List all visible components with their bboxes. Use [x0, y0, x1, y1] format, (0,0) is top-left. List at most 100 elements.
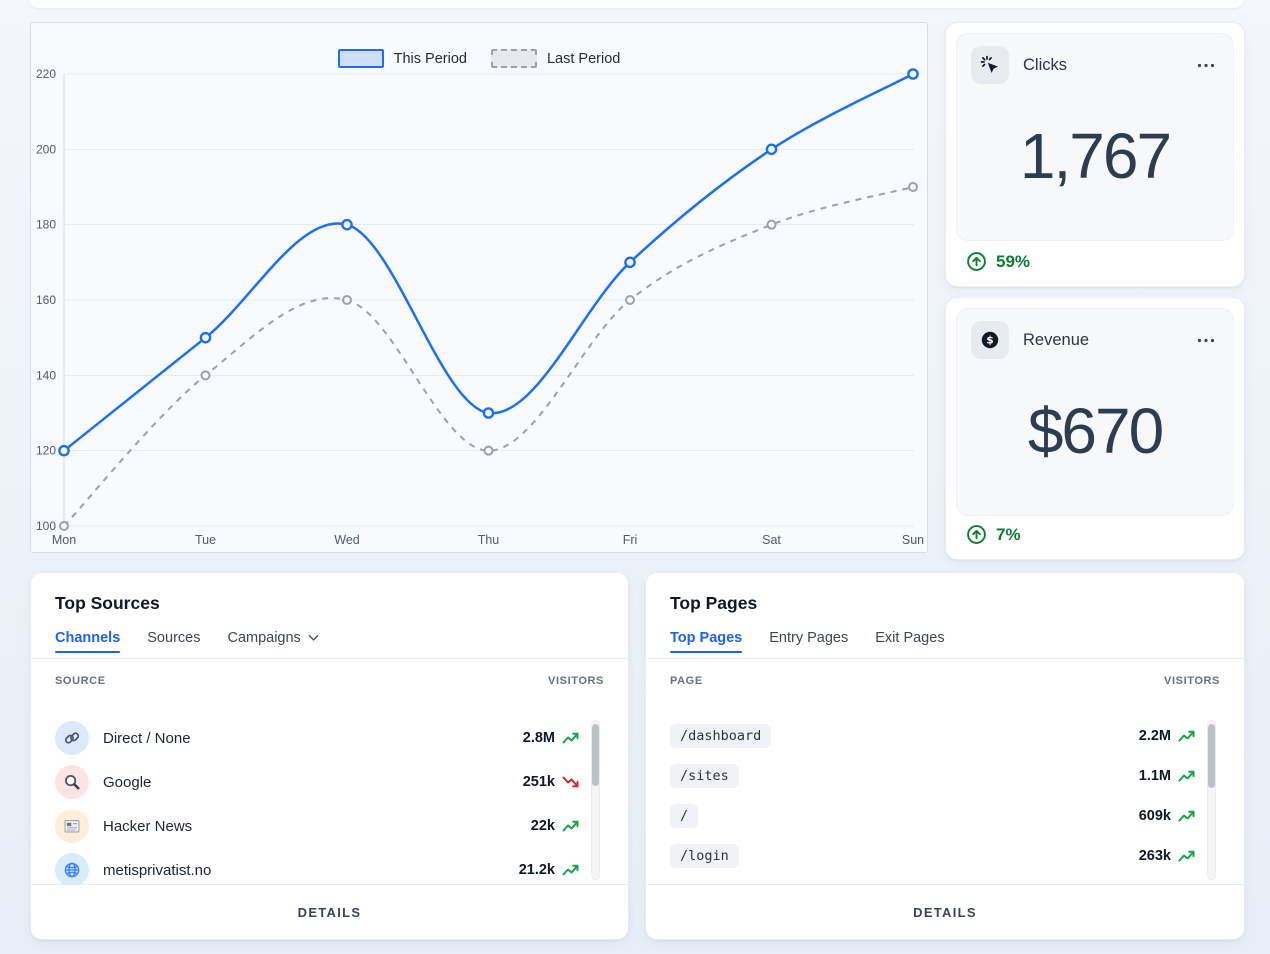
this-period-swatch	[337, 49, 384, 68]
data-point[interactable]	[624, 256, 636, 269]
top-pages-details-button[interactable]: DETAILS	[646, 884, 1244, 939]
visitors-value: 1.1M	[1138, 768, 1171, 784]
data-point[interactable]	[342, 295, 352, 305]
trend-up-indicator	[562, 819, 580, 833]
page-path-chip: /dashboard	[670, 724, 772, 748]
trending-up-icon	[1178, 730, 1195, 742]
column-visitors: VISITORS	[1164, 675, 1220, 687]
trend-up-indicator	[1178, 769, 1196, 783]
source-row[interactable]: Google 251k	[31, 760, 628, 804]
source-row[interactable]: Hacker News 22k	[31, 804, 628, 848]
stat-change: 59%	[966, 251, 1030, 272]
top-pages-tabs: Top Pages Entry Pages Exit Pages	[670, 630, 1220, 658]
source-name: Google	[103, 773, 152, 791]
page-row[interactable]: /login 263k	[646, 836, 1244, 876]
clicks-card-inner: Clicks 1,767	[956, 33, 1234, 241]
top-sources-card: Top Sources Channels Sources Campaigns SOU…	[30, 572, 629, 940]
visitors-value: 609k	[1138, 808, 1171, 824]
tab-label: Exit Pages	[875, 630, 945, 646]
link-icon	[55, 721, 89, 755]
card-menu-button[interactable]	[1193, 57, 1219, 74]
data-point[interactable]	[341, 218, 353, 231]
sources-tab-sources[interactable]: Sources	[147, 630, 200, 658]
data-point[interactable]	[59, 521, 69, 531]
visitors-value: 2.8M	[522, 730, 555, 746]
data-point[interactable]	[58, 444, 70, 457]
trend-up-indicator	[1178, 729, 1196, 743]
divider	[646, 658, 1244, 659]
legend-item-last-period[interactable]: Last Period	[490, 49, 620, 68]
arrow-circle-up-icon	[967, 252, 986, 271]
data-point[interactable]	[200, 370, 211, 381]
data-point[interactable]	[907, 68, 919, 80]
y-tick-label: 100	[36, 519, 56, 533]
newspaper-icon	[64, 820, 80, 833]
data-point[interactable]	[483, 445, 494, 456]
tab-label: Entry Pages	[769, 630, 849, 646]
trending-up-icon	[562, 732, 579, 744]
stat-change-value: 59%	[996, 251, 1031, 271]
stat-change-value: 7%	[996, 524, 1021, 544]
previous-card-edge	[30, 0, 1243, 8]
ellipsis-icon	[1197, 338, 1215, 342]
card-menu-button[interactable]	[1193, 332, 1219, 349]
top-pages-list: /dashboard 2.2M/sites 1.1M / 609k/login 263k	[646, 716, 1244, 885]
revenue-card: $ Revenue $670 7%	[945, 297, 1245, 560]
x-tick-label: Thu	[478, 533, 500, 547]
clicks-card: Clicks 1,767 59%	[945, 22, 1245, 287]
scrollbar-thumb[interactable]	[1208, 724, 1215, 788]
magnifier-icon	[64, 774, 80, 790]
data-point[interactable]	[908, 182, 918, 192]
data-point[interactable]	[765, 143, 778, 156]
x-tick-label: Sun	[902, 533, 924, 547]
page-row[interactable]: /dashboard 2.2M	[646, 716, 1244, 756]
tab-label: Sources	[147, 630, 201, 646]
y-tick-label: 160	[36, 293, 56, 307]
data-point[interactable]	[766, 219, 777, 230]
data-point[interactable]	[482, 407, 495, 419]
sources-tab-campaigns[interactable]: Campaigns	[227, 630, 319, 658]
top-sources-details-button[interactable]: DETAILS	[31, 884, 628, 939]
trending-up-icon	[1178, 810, 1195, 822]
source-row[interactable]: Direct / None 2.8M	[31, 716, 628, 760]
divider	[31, 658, 628, 659]
y-tick-label: 180	[36, 218, 56, 232]
scrollbar[interactable]	[591, 720, 600, 880]
sources-tab-channels[interactable]: Channels	[55, 630, 121, 658]
pages-tab-exit-pages[interactable]: Exit Pages	[875, 630, 944, 658]
svg-text:$: $	[986, 335, 993, 347]
source-name: Direct / None	[103, 729, 191, 747]
x-tick-label: Fri	[623, 533, 638, 547]
trend-chart[interactable]: 100 120 140 160 180 200 220 Mon Tue Wed Thu Fri Sat S…	[31, 23, 926, 551]
pages-tab-top-pages[interactable]: Top Pages	[670, 630, 743, 658]
data-point[interactable]	[625, 295, 635, 305]
page-path-chip: /	[670, 804, 699, 828]
trend-down-indicator	[562, 775, 580, 789]
column-page: PAGE	[670, 675, 703, 687]
page-path-chip: /sites	[670, 764, 739, 788]
x-tick-label: Wed	[334, 533, 360, 547]
dollar-coin-icon: $	[971, 321, 1009, 359]
legend-item-this-period[interactable]: This Period	[337, 49, 467, 68]
page-row[interactable]: /sites 1.1M	[646, 756, 1244, 796]
column-visitors: VISITORS	[548, 675, 604, 687]
scrollbar[interactable]	[1207, 720, 1216, 880]
top-sources-title: Top Sources	[55, 593, 160, 613]
series-line-last-period	[63, 186, 914, 527]
column-source: SOURCE	[55, 675, 106, 687]
pages-tab-entry-pages[interactable]: Entry Pages	[769, 630, 848, 658]
scrollbar-thumb[interactable]	[592, 724, 599, 786]
source-row[interactable]: metisprivatist.no 21.2k	[31, 848, 628, 885]
stat-title: Clicks	[1023, 55, 1067, 74]
trending-up-icon	[562, 864, 579, 876]
trending-up-icon	[1178, 770, 1195, 782]
data-point[interactable]	[199, 331, 212, 344]
visitors-value: 21.2k	[518, 862, 555, 878]
page-row[interactable]: / 609k	[646, 796, 1244, 836]
legend-label: This Period	[393, 50, 467, 67]
newspaper-icon	[55, 809, 89, 843]
trend-chart-panel: 100 120 140 160 180 200 220 Mon Tue Wed Thu Fri Sat S…	[30, 22, 928, 553]
stat-value: $670	[1027, 395, 1164, 467]
tab-label: Campaigns	[227, 630, 301, 646]
series-line-this-period	[63, 72, 914, 452]
